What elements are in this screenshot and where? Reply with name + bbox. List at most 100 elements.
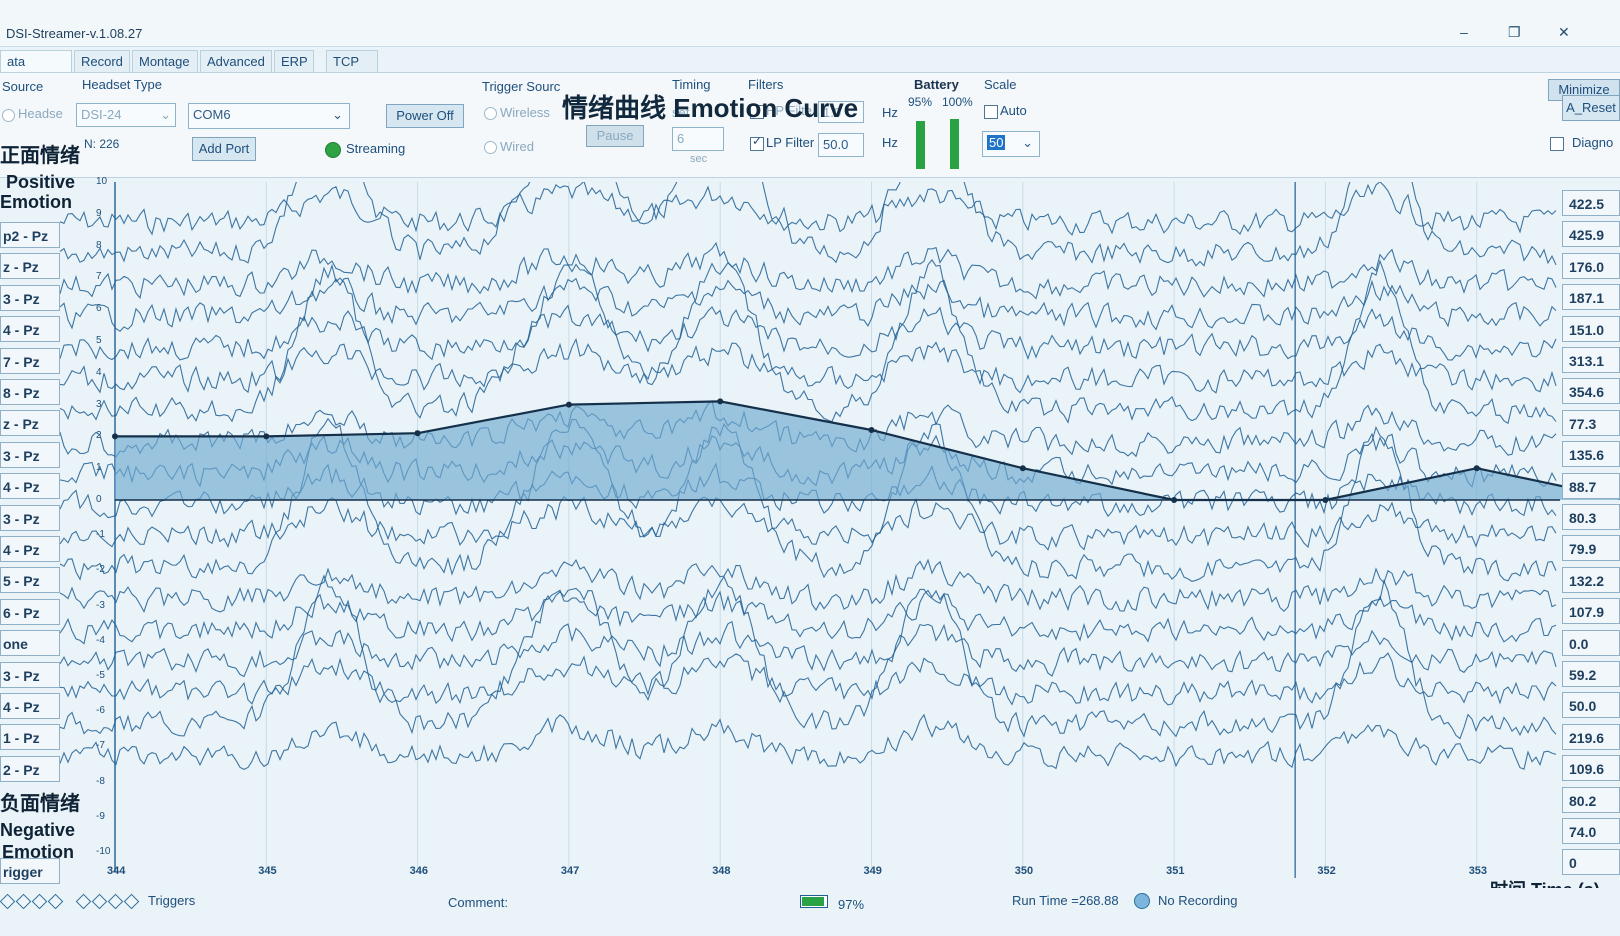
minimize-window-button[interactable]: –: [1460, 24, 1468, 40]
diagnostics-checkbox[interactable]: [1550, 137, 1564, 151]
channel-label[interactable]: 7 - Pz: [0, 347, 60, 374]
battery-label: Battery: [914, 77, 959, 92]
y-tick-label: -5: [96, 670, 105, 681]
channel-value: 151.0: [1562, 315, 1620, 342]
eeg-trace: [59, 337, 1557, 394]
eeg-trace: [59, 304, 1557, 361]
y-tick-label: -2: [96, 564, 105, 576]
chevron-down-icon: ⌄: [332, 107, 343, 122]
x-tick-label: 351: [1166, 865, 1185, 877]
channel-label[interactable]: 3 - Pz: [0, 661, 60, 688]
wired-radio[interactable]: [484, 141, 497, 154]
wired-label: Wired: [500, 139, 534, 154]
channel-value: 422.5: [1562, 190, 1620, 216]
source-label: Source: [2, 79, 44, 94]
headset-radio[interactable]: [2, 109, 15, 122]
channel-label[interactable]: 4 - Pz: [0, 693, 60, 719]
restore-window-button[interactable]: ❐: [1508, 24, 1521, 40]
channel-label[interactable]: one: [0, 630, 60, 657]
channel-label[interactable]: 8 - Pz: [0, 379, 60, 405]
emotion-area: [115, 401, 1620, 500]
a-reset-button[interactable]: A_Reset: [1562, 95, 1620, 121]
channel-value: 80.2: [1562, 786, 1620, 813]
hp-filter-label: HP Filte: [766, 103, 812, 118]
auto-scale-checkbox[interactable]: [984, 105, 998, 119]
x-tick-label: 345: [258, 865, 277, 877]
port-select[interactable]: COM6 ⌄: [188, 103, 350, 129]
y-tick-label: 8: [96, 239, 102, 251]
timing-input[interactable]: 6: [672, 127, 724, 151]
channel-label[interactable]: 1 - Pz: [0, 724, 60, 751]
channel-label[interactable]: 3 - Pz: [0, 284, 60, 311]
channel-label[interactable]: 3 - Pz: [0, 504, 60, 531]
tab-record[interactable]: Record: [74, 50, 130, 72]
channel-value: 79.9: [1562, 535, 1620, 562]
eeg-trace: [59, 574, 1557, 740]
channel-label[interactable]: 6 - Pz: [0, 598, 60, 625]
tab-erp[interactable]: ERP: [274, 50, 314, 72]
channel-label[interactable]: p2 - Pz: [0, 222, 60, 248]
trigger-source-label: Trigger Sourc: [482, 79, 561, 94]
hp-filter-checkbox[interactable]: [750, 105, 764, 119]
x-tick-label: 349: [863, 865, 882, 877]
tab-advanced[interactable]: Advanced: [200, 50, 272, 72]
emotion-data-point: [1473, 465, 1480, 472]
scale-select[interactable]: 50 ⌄: [982, 131, 1040, 157]
wireless-radio[interactable]: [484, 107, 497, 120]
y-tick-label: -7: [96, 740, 105, 752]
y-tick-label: -4: [96, 634, 105, 646]
y-tick-label: 4: [96, 366, 102, 378]
channel-value: 354.6: [1562, 378, 1620, 405]
check-icon: ✓: [752, 134, 763, 148]
timing-unit: sec: [690, 153, 708, 165]
hp-filter-input[interactable]: 1.0: [818, 101, 864, 123]
eeg-trace: [59, 495, 1557, 551]
tab-tcp-ip[interactable]: TCP IP: [326, 50, 378, 91]
channel-value: 187.1: [1562, 284, 1620, 311]
lp-hz-unit: Hz: [882, 135, 898, 150]
tab-montage[interactable]: Montage: [132, 50, 198, 72]
emotion-curve-title: 情绪曲线 Emotion Curve: [562, 93, 859, 123]
close-window-button[interactable]: ✕: [1558, 24, 1570, 40]
add-port-button[interactable]: Add Port: [192, 137, 256, 161]
channel-value: 59.2: [1562, 661, 1620, 687]
battery-left-bar: [916, 121, 925, 169]
channel-label[interactable]: 5 - Pz: [0, 567, 60, 594]
channel-value: 88.7: [1562, 472, 1620, 499]
lp-filter-checkbox[interactable]: ✓: [750, 134, 764, 151]
y-tick-label: 5: [96, 335, 102, 346]
pause-button[interactable]: Pause: [586, 125, 644, 147]
channel-label[interactable]: 4 - Pz: [0, 316, 60, 343]
channel-label[interactable]: 2 - Pz: [0, 755, 60, 782]
streaming-status-icon: [325, 142, 341, 158]
headset-type-label: Headset Type: [82, 77, 162, 92]
serial-number: N: 226: [84, 137, 120, 151]
y-tick-label: 3: [96, 398, 102, 410]
negative-emotion-en-1: Negative: [0, 820, 76, 840]
y-tick-label: 7: [96, 271, 102, 283]
channel-label[interactable]: z - Pz: [0, 253, 60, 280]
y-tick-label: -6: [96, 705, 105, 717]
channel-value: 107.9: [1562, 598, 1620, 625]
battery-right-bar: [950, 119, 959, 169]
positive-emotion-zh: 正面情绪: [0, 145, 80, 167]
x-tick-label: 346: [409, 865, 428, 877]
x-tick-label: 344: [107, 865, 126, 877]
headset-type-select[interactable]: DSI-24 ⌄: [76, 103, 176, 127]
tab-data-source[interactable]: ata Source: [0, 50, 72, 91]
eeg-trace: [59, 652, 1557, 706]
channel-value: 425.9: [1562, 221, 1620, 248]
channel-label[interactable]: z - Pz: [0, 410, 60, 437]
y-tick-label: -9: [96, 810, 105, 822]
lp-filter-input[interactable]: 50.0: [818, 133, 864, 157]
channel-label[interactable]: 4 - Pz: [0, 473, 60, 500]
headset-radio-label: Headse: [18, 106, 63, 121]
hp-hz-unit: Hz: [882, 105, 898, 120]
diagnostics-label: Diagno: [1572, 135, 1614, 150]
positive-emotion-en-1: Positive: [6, 172, 76, 192]
emotion-data-point: [1019, 465, 1026, 472]
channel-label[interactable]: 4 - Pz: [0, 536, 60, 562]
power-off-button[interactable]: Power Off: [386, 104, 464, 128]
channel-label[interactable]: 3 - Pz: [0, 441, 60, 468]
eeg-trace: [59, 558, 1557, 613]
